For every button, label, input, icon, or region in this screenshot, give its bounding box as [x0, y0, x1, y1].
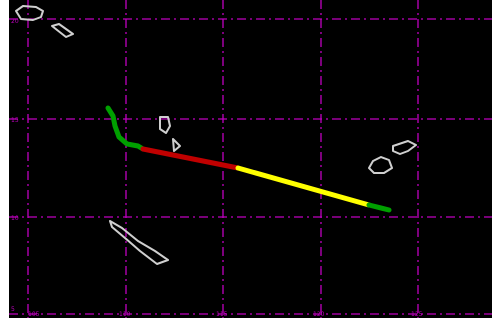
- y-tick-label: 15: [11, 117, 19, 124]
- coastline-east-island: [368, 156, 393, 174]
- x-tick-label: 120: [313, 311, 325, 318]
- track-segment-1: [105, 105, 146, 152]
- coastline-southwest-island: [109, 220, 169, 265]
- coastlines: [15, 5, 417, 265]
- coastline-north-island: [51, 23, 74, 38]
- y-tick-label: 5: [11, 306, 15, 313]
- track-map[interactable]: 105 110 115 120 125 20 15 10 5: [9, 0, 492, 318]
- x-tick-label: 125: [411, 311, 423, 318]
- y-tick-label: 20: [11, 18, 19, 25]
- track-segment-2: [140, 146, 241, 171]
- coastline-northwest: [15, 5, 44, 21]
- coastline-east-islet: [392, 140, 417, 155]
- x-tick-label: 115: [216, 311, 228, 318]
- x-tick-label: 110: [119, 311, 131, 318]
- track-map-canvas: 105 110 115 120 125 20 15 10 5: [9, 0, 492, 318]
- x-tick-label: 105: [28, 311, 40, 318]
- track-segment-4: [366, 202, 392, 213]
- track-segment-3: [235, 165, 372, 208]
- y-tick-label: 10: [11, 215, 19, 222]
- graticule: [9, 0, 492, 318]
- storm-track: [105, 105, 392, 213]
- axis-labels: 105 110 115 120 125 20 15 10 5: [11, 18, 423, 318]
- coastline-central-island: [159, 116, 171, 134]
- coastline-islet: [172, 138, 181, 152]
- map-background: [9, 0, 492, 318]
